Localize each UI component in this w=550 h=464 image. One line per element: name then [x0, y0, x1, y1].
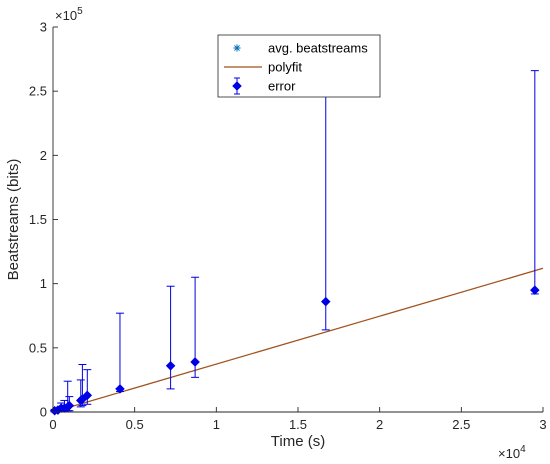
- data-point: [82, 390, 93, 401]
- data-point: [165, 361, 176, 371]
- y-multiplier-base: ×10: [55, 8, 77, 23]
- x-multiplier-base: ×10: [498, 446, 520, 461]
- x-tick-label: 1.5: [289, 417, 307, 432]
- x-axis-label: Time (s): [271, 433, 325, 450]
- y-axis-ticks: 0 0.5 1 1.5 2 2.5 3: [29, 20, 58, 420]
- error-bars: [50, 70, 539, 413]
- x-multiplier-exponent: 4: [520, 444, 526, 455]
- legend-diamond: [232, 81, 242, 91]
- x-tick-label: 2: [376, 417, 383, 432]
- x-tick-label: 1: [213, 417, 220, 432]
- error-bar: [166, 285, 175, 390]
- asterisk-stroke: [234, 45, 240, 51]
- plot-area: [49, 70, 544, 416]
- error-bar: [530, 70, 539, 295]
- data-point: [321, 296, 331, 307]
- y-axis-multiplier: ×105: [55, 6, 83, 23]
- legend-label-polyfit: polyfit: [268, 60, 302, 75]
- y-tick-label: 3: [40, 20, 47, 35]
- asterisk-marker-icon: [233, 44, 241, 52]
- legend-box: [217, 34, 381, 98]
- x-tick-label: 3: [539, 417, 546, 432]
- polyfit-line: [52, 267, 544, 413]
- y-tick-label: 2: [40, 148, 47, 163]
- legend-entry-avg-beatstreams: avg. beatstreams: [233, 41, 368, 56]
- legend: avg. beatstreams polyfit error: [217, 34, 381, 98]
- x-tick-label: 0: [49, 417, 56, 432]
- diamond-errorbar-marker-icon: [232, 77, 242, 95]
- error-bar: [321, 75, 330, 331]
- x-tick-label: 2.5: [452, 417, 470, 432]
- x-tick-label: 0.5: [126, 417, 144, 432]
- y-tick-label: 1.5: [29, 212, 47, 227]
- y-multiplier-exponent: 5: [77, 6, 83, 17]
- data-point: [115, 384, 125, 394]
- y-tick-label: 0.5: [29, 340, 47, 355]
- legend-entry-error: error: [232, 77, 296, 95]
- y-tick-label: 1: [40, 276, 47, 291]
- error-bar: [115, 312, 124, 392]
- y-tick-label: 0: [40, 405, 47, 420]
- data-point: [190, 357, 200, 367]
- y-tick-label: 2.5: [29, 84, 47, 99]
- x-axis-multiplier: ×104: [498, 444, 526, 461]
- x-axis-ticks: 0 0.5 1 1.5 2 2.5 3: [49, 407, 547, 432]
- legend-entry-polyfit: polyfit: [224, 60, 302, 75]
- data-point: [64, 400, 75, 411]
- data-points: [49, 285, 540, 416]
- y-axis-label: Beatstreams (bits): [5, 159, 22, 281]
- legend-label-avg-beatstreams: avg. beatstreams: [268, 41, 368, 56]
- data-point: [530, 285, 540, 295]
- legend-label-error: error: [268, 79, 296, 94]
